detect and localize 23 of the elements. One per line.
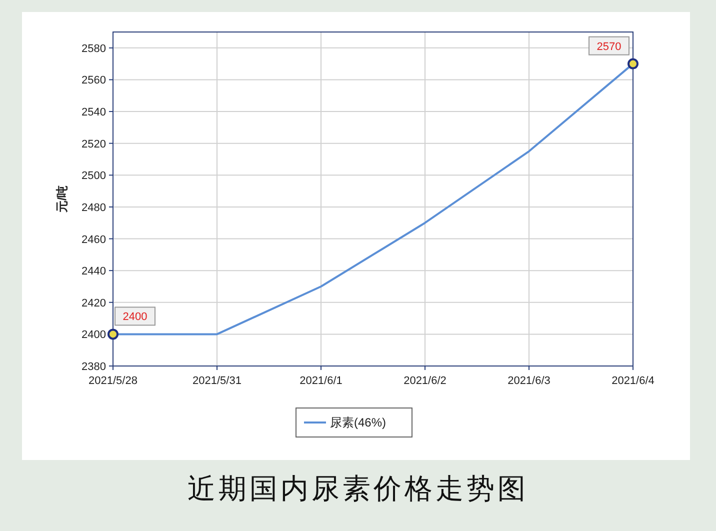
data-label: 2400: [122, 311, 148, 324]
x-tick-label: 2021/6/3: [508, 375, 550, 387]
y-tick-label: 2540: [82, 106, 106, 119]
text: 近期国内尿素价格走势图: [188, 473, 528, 504]
y-tick-label: 2520: [82, 138, 106, 150]
x-tick-label: 2021/6/4: [612, 375, 654, 387]
y-tick-label: 2460: [82, 234, 106, 246]
legend: 尿素(46%): [296, 408, 412, 438]
x-tick-label: 2021/6/2: [404, 375, 446, 387]
y-tick-label: 2560: [82, 74, 106, 87]
y-tick-label: 2440: [82, 266, 106, 278]
x-tick-label: 2021/5/28: [88, 375, 138, 387]
y-tick-label: 2480: [82, 202, 106, 214]
data-label: 2570: [596, 40, 622, 53]
y-axis-title: 元/吨: [55, 185, 69, 214]
y-tick-label: 2400: [82, 329, 106, 342]
x-tick-label: 2021/6/1: [300, 375, 342, 387]
y-tick-label: 2580: [82, 42, 106, 55]
y-tick-label: 2380: [82, 361, 106, 373]
legend-label: 尿素(46%): [330, 416, 386, 430]
y-tick-label: 2420: [82, 297, 106, 310]
y-tick-label: 2500: [82, 170, 106, 182]
x-tick-label: 2021/5/31: [192, 375, 242, 387]
